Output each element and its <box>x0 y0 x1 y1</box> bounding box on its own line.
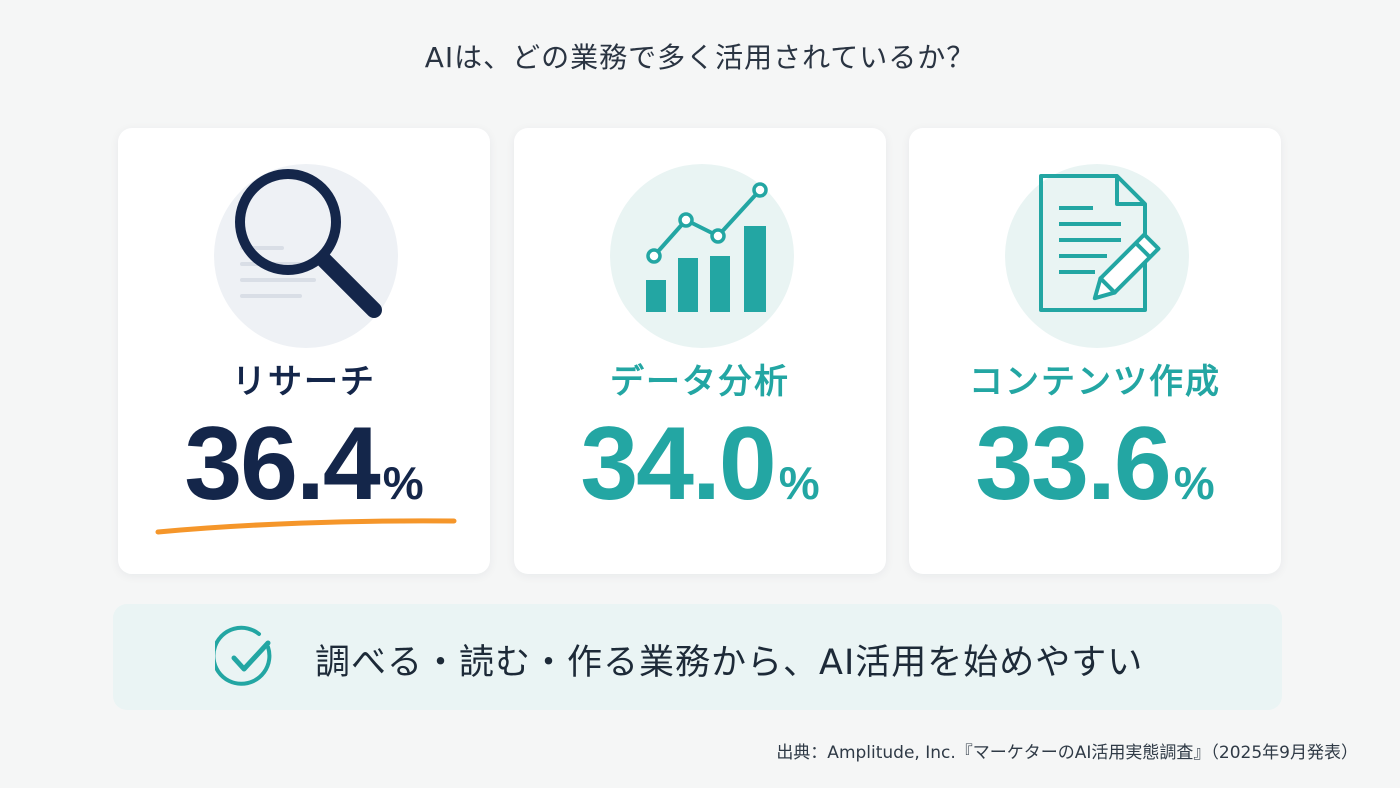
document-pencil-icon <box>1039 174 1161 312</box>
chart-growth-icon <box>646 182 768 312</box>
percentage-value: 34.0% <box>514 412 886 516</box>
value-unit: % <box>778 457 820 509</box>
source-citation: 出典：Amplitude, Inc.『マーケターのAI活用実態調査』（2025年… <box>776 743 1358 763</box>
category-label: コンテンツ作成 <box>969 362 1221 402</box>
value-unit: % <box>382 457 424 509</box>
content-creation-card: コンテンツ作成 33.6% <box>909 128 1281 574</box>
percentage-value: 33.6% <box>909 412 1281 516</box>
content-creation-icon-container <box>1005 164 1189 348</box>
category-label: データ分析 <box>610 362 790 402</box>
value-unit: % <box>1173 457 1215 509</box>
percentage-value: 36.4% <box>118 412 490 516</box>
research-card: リサーチ 36.4% <box>118 128 490 574</box>
value-number: 36.4 <box>184 406 380 522</box>
highlight-underline <box>155 518 457 535</box>
check-circle-icon <box>215 625 272 686</box>
value-number: 34.0 <box>580 406 776 522</box>
data-analysis-card: データ分析 34.0% <box>514 128 886 574</box>
conclusion-banner: 調べる・読む・作る業務から、AI活用を始めやすい <box>113 604 1282 710</box>
magnifier-icon <box>235 169 382 318</box>
value-number: 33.6 <box>975 406 1171 522</box>
conclusion-text: 調べる・読む・作る業務から、AI活用を始めやすい <box>315 643 1144 683</box>
page-title: AIは、どの業務で多く活用されているか？ <box>424 41 976 74</box>
research-icon-container <box>214 164 398 348</box>
category-label: リサーチ <box>232 362 376 402</box>
data-analysis-icon-container <box>610 164 794 348</box>
